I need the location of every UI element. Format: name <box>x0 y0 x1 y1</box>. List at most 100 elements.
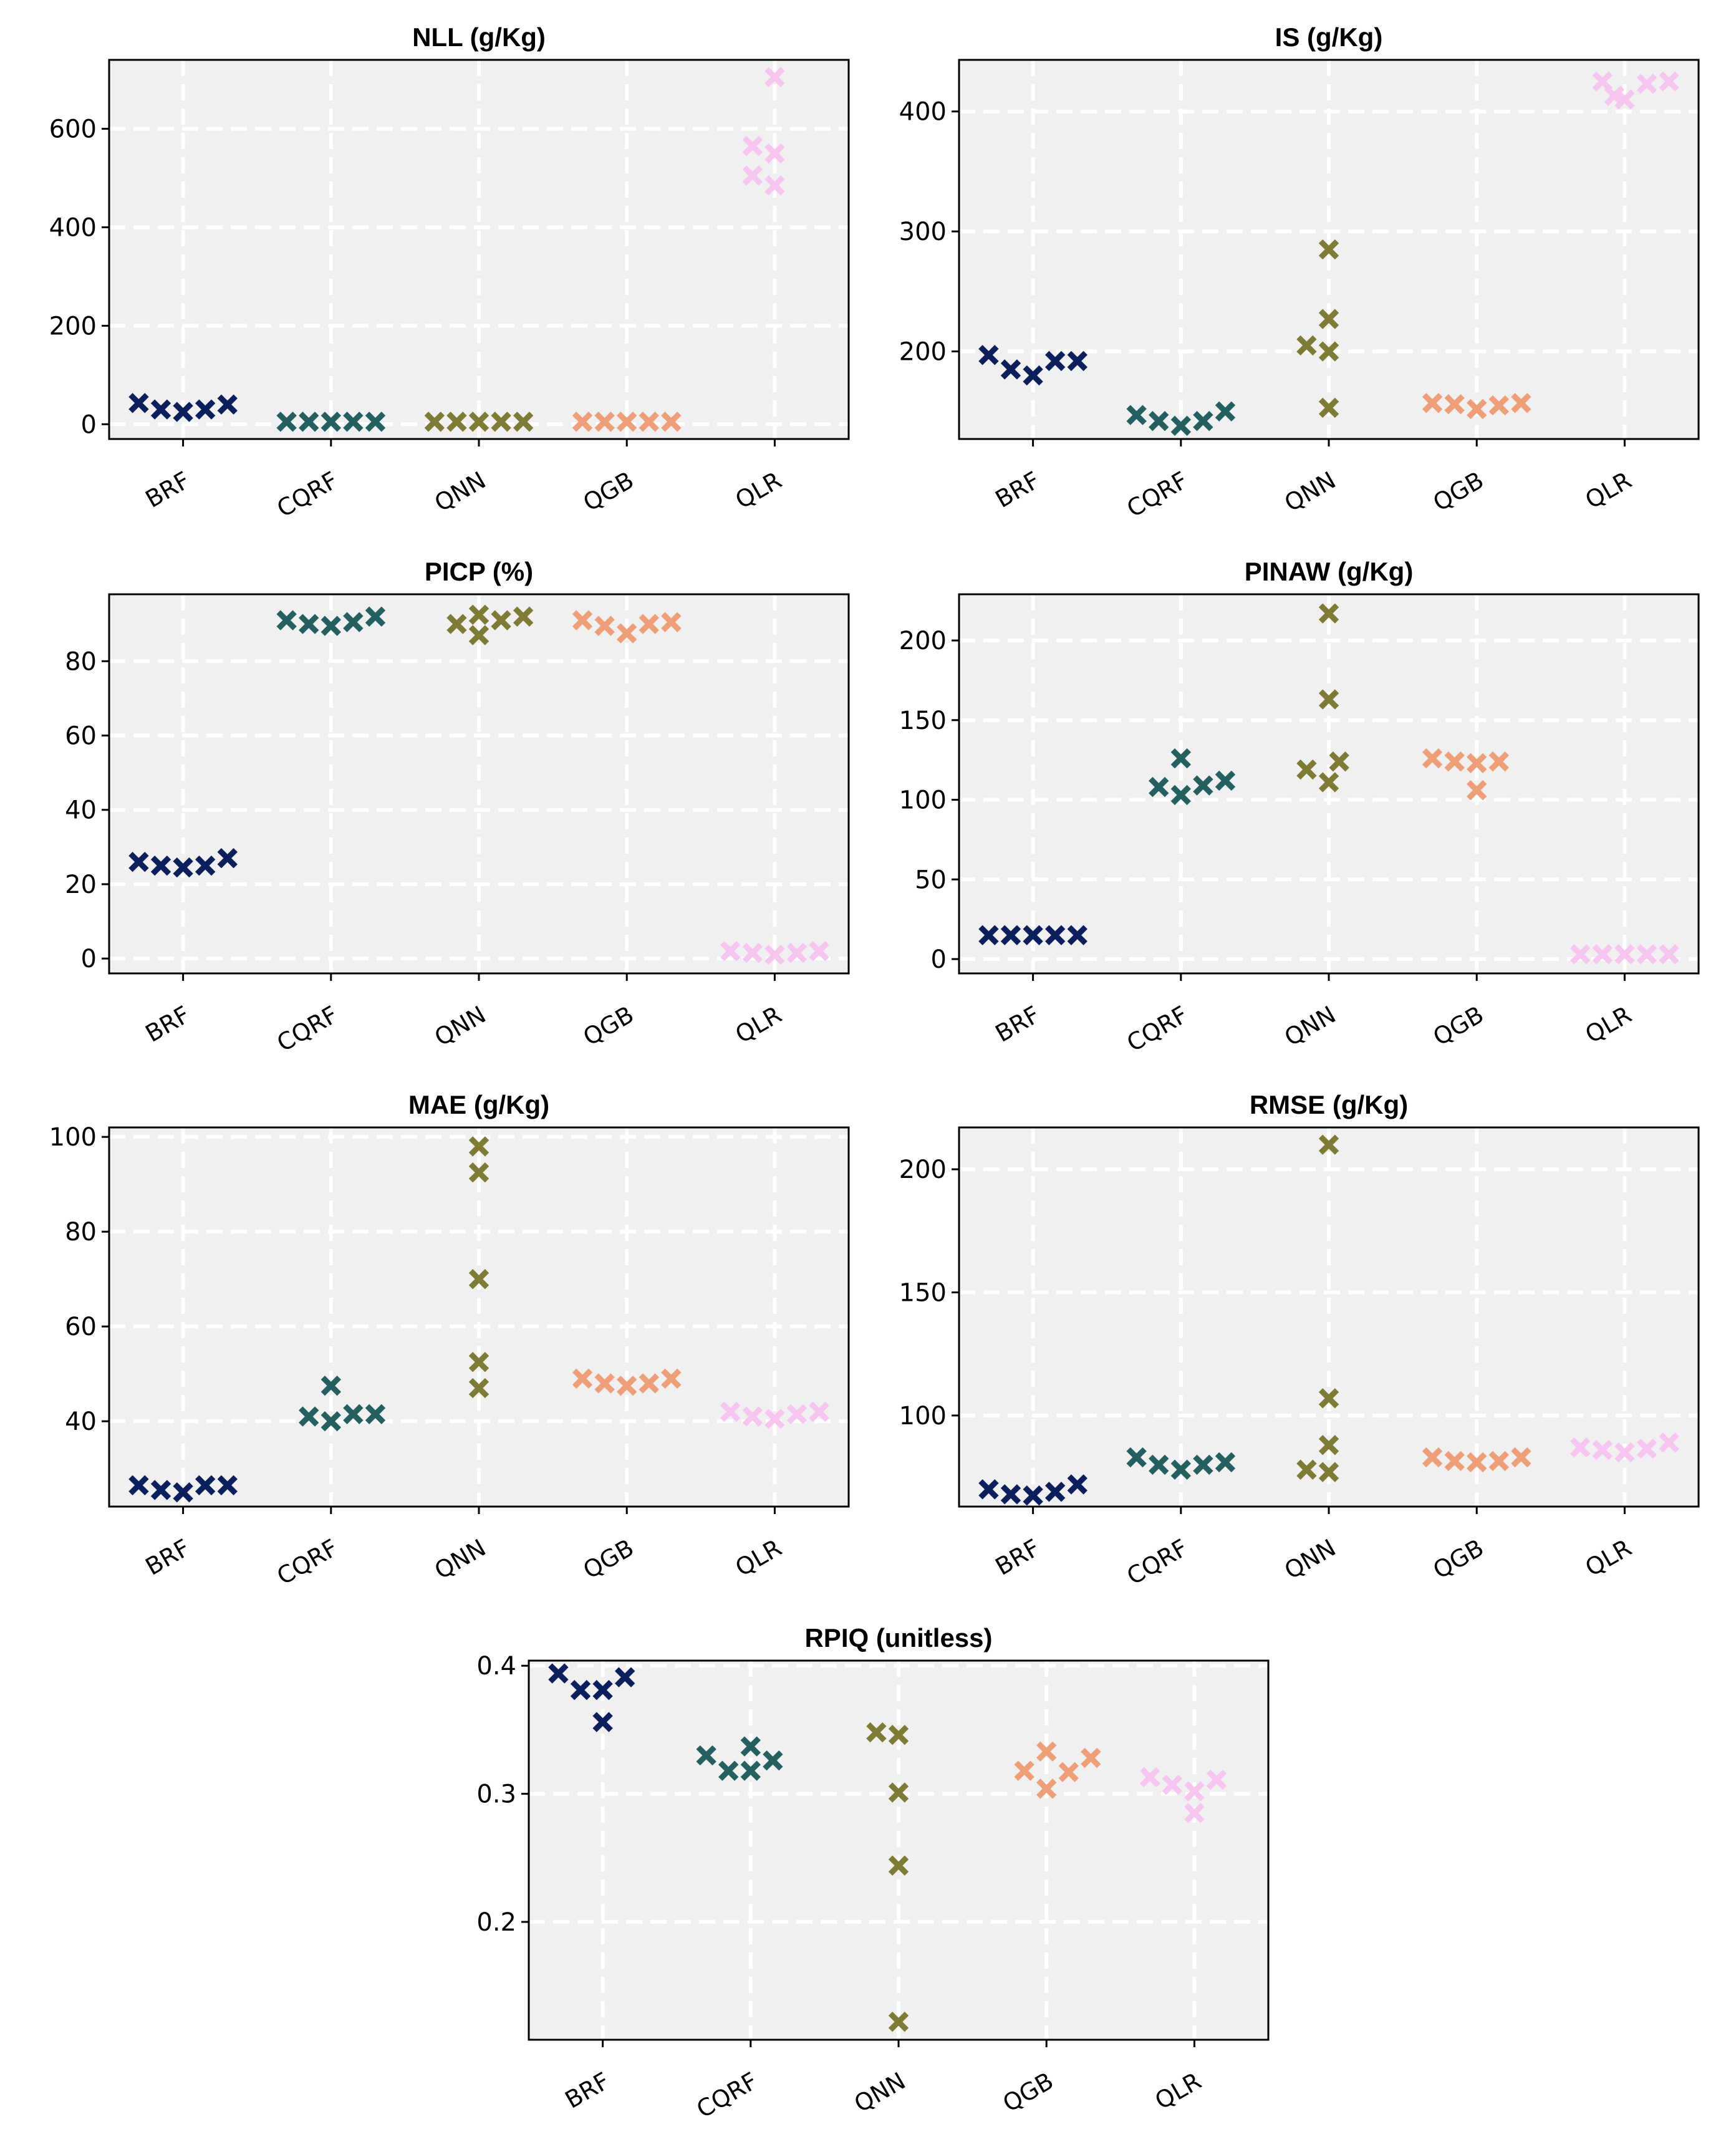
data-point-qnn <box>1318 1388 1339 1409</box>
data-point-qlr <box>720 1401 741 1422</box>
data-point-qnn <box>491 610 511 630</box>
data-point-brf <box>195 399 216 420</box>
data-point-qnn <box>446 412 467 432</box>
data-point-cqrf <box>740 1760 761 1781</box>
y-tick-label: 100 <box>49 1123 97 1152</box>
data-point-cqrf <box>1170 1459 1191 1480</box>
data-point-qlr <box>1570 1437 1591 1458</box>
data-point-qnn <box>1318 309 1339 329</box>
data-point-brf <box>1067 350 1087 372</box>
data-point-qlr <box>809 941 829 962</box>
data-point-qgb <box>1511 1447 1531 1468</box>
data-point-qgb <box>572 412 593 432</box>
data-point-qgb <box>1422 393 1443 413</box>
data-point-brf <box>173 1482 193 1503</box>
data-point-brf <box>570 1680 591 1701</box>
y-tick-label: 80 <box>65 1218 97 1247</box>
data-point-qlr <box>764 67 785 87</box>
data-point-brf <box>1044 1482 1066 1502</box>
data-point-cqrf <box>763 1750 783 1771</box>
data-point-cqrf <box>299 1406 319 1427</box>
data-point-cqrf <box>1126 1447 1147 1468</box>
data-point-qnn <box>1296 1459 1317 1480</box>
data-point-qlr <box>764 143 785 164</box>
data-point-cqrf <box>1170 784 1191 806</box>
data-point-qlr <box>786 943 808 963</box>
data-point-qgb <box>594 412 615 432</box>
data-point-brf <box>195 1475 216 1495</box>
data-point-qgb <box>1488 1450 1509 1472</box>
data-point-qgb <box>617 1376 637 1396</box>
data-point-qnn <box>468 1162 489 1183</box>
y-tick-label: 100 <box>899 1402 947 1431</box>
data-point-cqrf <box>321 615 341 636</box>
data-point-qgb <box>594 615 615 636</box>
data-point-cqrf <box>1170 748 1191 769</box>
data-point-cqrf <box>365 606 386 627</box>
data-point-qlr <box>1636 74 1657 94</box>
y-tick-label: 0 <box>81 945 97 973</box>
data-point-qgb <box>1467 398 1487 420</box>
data-point-qgb <box>1511 393 1531 413</box>
y-tick-label: 40 <box>65 796 97 825</box>
data-point-brf <box>1000 925 1021 945</box>
data-point-qgb <box>639 412 659 432</box>
data-point-qgb <box>661 412 682 432</box>
data-point-cqrf <box>365 1404 386 1424</box>
data-point-qlr <box>1592 944 1613 965</box>
data-point-cqrf <box>1193 1454 1213 1475</box>
y-tick-label: 0 <box>931 945 947 974</box>
data-point-qnn <box>446 614 467 634</box>
y-tick-label: 0.3 <box>476 1780 516 1809</box>
data-point-cqrf <box>276 610 297 630</box>
data-point-cqrf <box>343 1404 364 1424</box>
data-point-qlr <box>1570 944 1591 965</box>
data-point-qnn <box>1318 1134 1339 1155</box>
data-point-cqrf <box>1149 1454 1169 1475</box>
data-point-qgb <box>617 412 637 432</box>
data-point-brf <box>1067 925 1087 945</box>
y-tick-label: 40 <box>65 1407 97 1436</box>
data-point-brf <box>978 925 999 945</box>
data-point-qlr <box>1184 1803 1205 1823</box>
data-point-qgb <box>572 610 593 630</box>
data-point-brf <box>128 1475 149 1495</box>
y-tick-label: 0.4 <box>476 1652 516 1681</box>
data-point-qlr <box>809 1401 829 1422</box>
data-point-brf <box>592 1680 613 1701</box>
data-point-cqrf <box>696 1745 716 1766</box>
data-point-qnn <box>468 1269 489 1290</box>
data-point-brf <box>128 393 149 413</box>
data-point-brf <box>978 345 999 365</box>
data-point-qnn <box>1318 689 1339 710</box>
data-point-brf <box>1023 365 1043 386</box>
data-point-qlr <box>1636 944 1657 965</box>
data-point-qlr <box>742 136 763 157</box>
data-point-cqrf <box>365 412 386 432</box>
data-point-qnn <box>468 625 489 645</box>
data-point-qgb <box>1058 1762 1079 1782</box>
data-point-cqrf <box>343 412 364 432</box>
y-tick-label: 100 <box>899 786 947 815</box>
data-point-brf <box>1067 1474 1087 1495</box>
data-point-cqrf <box>1215 1452 1236 1473</box>
y-tick-label: 200 <box>899 1156 947 1184</box>
data-point-qnn <box>1318 1462 1339 1482</box>
data-point-qnn <box>1296 335 1317 356</box>
data-point-qnn <box>468 1352 489 1373</box>
data-point-brf <box>173 857 193 878</box>
data-point-qgb <box>639 614 659 634</box>
data-point-qnn <box>1318 772 1339 793</box>
data-point-cqrf <box>1126 405 1147 425</box>
data-point-qlr <box>1614 89 1635 110</box>
data-point-qgb <box>1444 394 1465 415</box>
data-point-qnn <box>888 2012 909 2032</box>
data-point-qlr <box>1659 1432 1679 1453</box>
data-point-brf <box>217 848 238 869</box>
data-point-qlr <box>1162 1775 1183 1795</box>
